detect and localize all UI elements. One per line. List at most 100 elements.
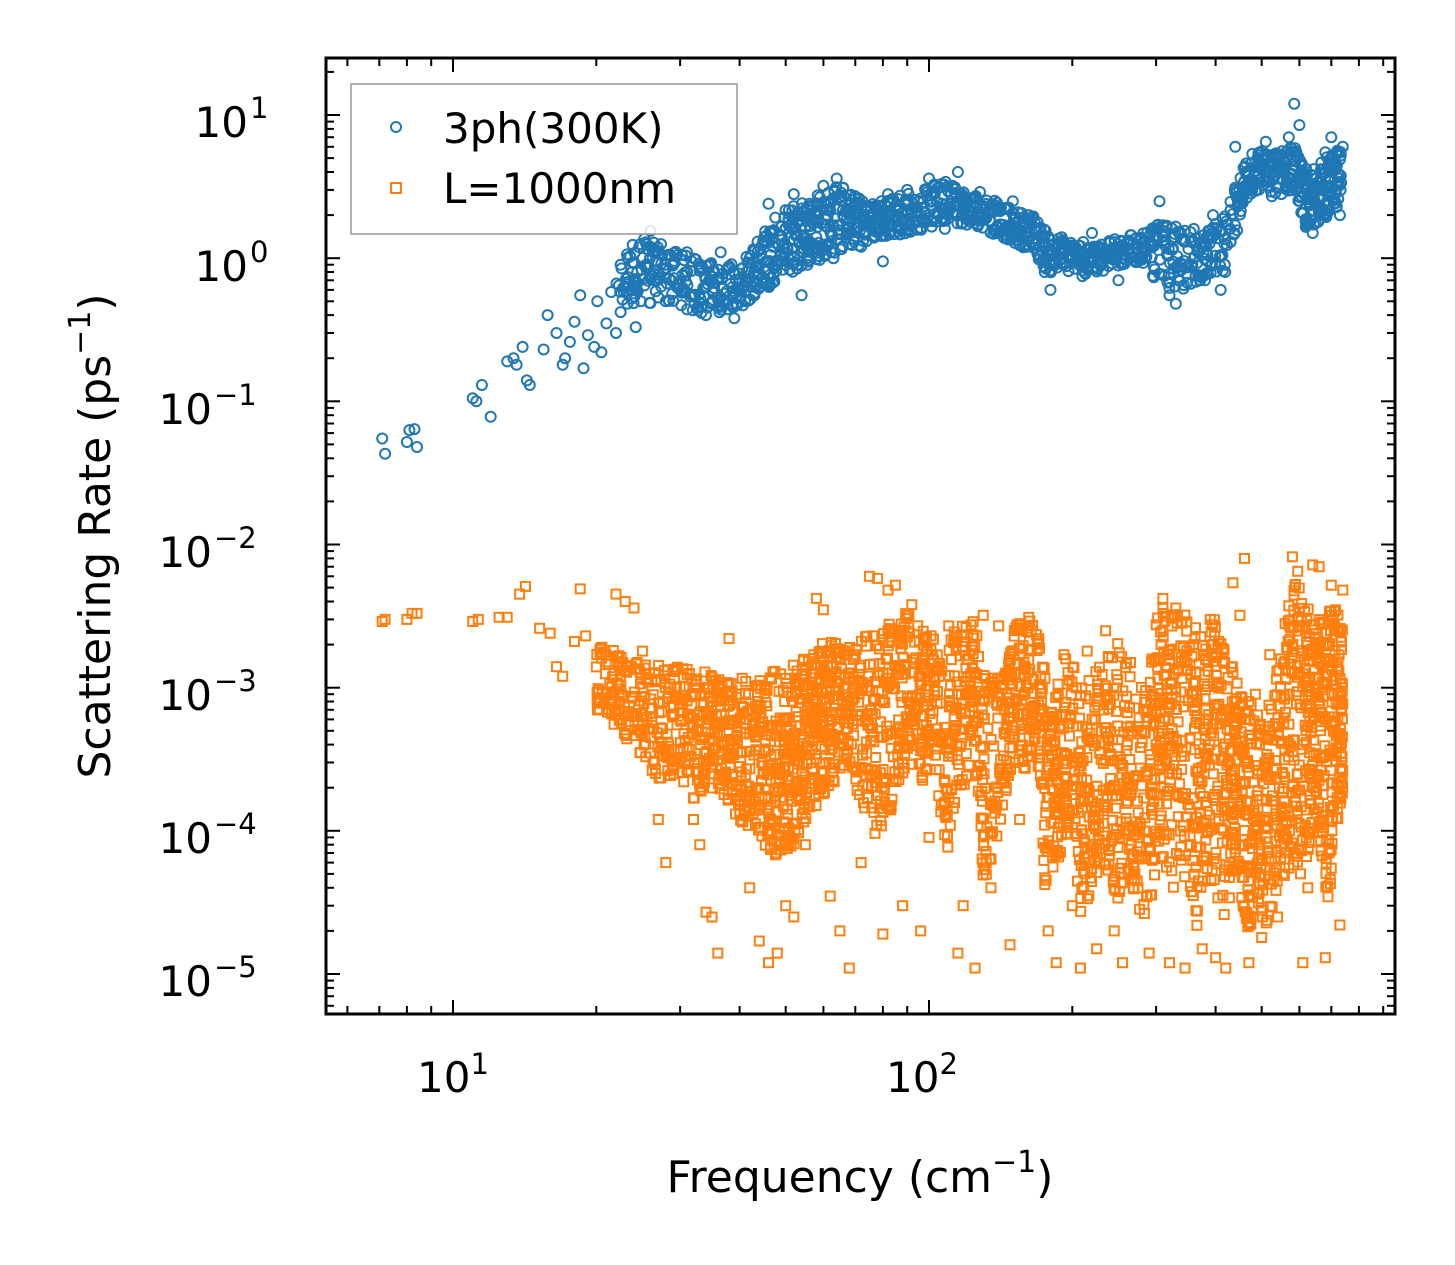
3ph-point-band xyxy=(1221,239,1233,252)
boundary-point-band xyxy=(859,715,871,727)
boundary-point-band xyxy=(965,619,977,631)
3ph-point xyxy=(581,329,594,342)
boundary-point-band xyxy=(781,803,793,815)
3ph-point xyxy=(1224,235,1237,248)
3ph-point xyxy=(1313,203,1326,216)
3ph-point xyxy=(1288,97,1301,110)
boundary-point-band xyxy=(940,783,952,795)
boundary-point-band xyxy=(740,687,752,699)
boundary-point-band xyxy=(653,772,665,784)
3ph-point xyxy=(1306,227,1319,239)
3ph-point-band xyxy=(899,227,911,240)
3ph-point xyxy=(810,231,823,244)
boundary-point-band xyxy=(929,749,941,761)
3ph-point-band xyxy=(885,220,898,233)
3ph-point-band xyxy=(1000,201,1013,214)
3ph-point xyxy=(556,358,569,371)
boundary-point-band xyxy=(988,740,1000,752)
boundary-point-band xyxy=(919,747,931,759)
3ph-point-band xyxy=(1273,148,1286,161)
boundary-point-band xyxy=(681,695,693,707)
3ph-point xyxy=(1169,297,1182,310)
3ph-point xyxy=(634,295,647,308)
boundary-point-band xyxy=(725,759,737,771)
boundary-point-band xyxy=(612,679,624,691)
3ph-point xyxy=(1095,258,1108,271)
boundary-point-band xyxy=(662,693,674,705)
boundary-point-band xyxy=(804,801,816,813)
boundary-point-band xyxy=(675,693,687,705)
3ph-point-band xyxy=(1226,207,1239,220)
3ph-point xyxy=(1275,188,1288,201)
3ph-point xyxy=(843,227,856,239)
boundary-point-band xyxy=(660,749,672,761)
3ph-point-band xyxy=(1147,260,1160,273)
3ph-point xyxy=(1020,212,1033,225)
3ph-point-band xyxy=(789,229,802,242)
boundary-point-band xyxy=(848,730,860,742)
boundary-point-band xyxy=(857,780,869,792)
boundary-point-band xyxy=(941,810,953,822)
3ph-point xyxy=(619,281,632,294)
boundary-point-band xyxy=(664,770,676,781)
3ph-point-band xyxy=(1163,281,1176,294)
3ph-point xyxy=(795,289,808,302)
3ph-point xyxy=(693,262,706,275)
3ph-point xyxy=(1179,258,1191,271)
3ph-point-band xyxy=(1319,180,1332,193)
boundary-point-band xyxy=(968,666,980,678)
3ph-point-band xyxy=(626,238,639,251)
3ph-point xyxy=(626,266,639,278)
boundary-point-band xyxy=(891,727,903,739)
3ph-point xyxy=(901,183,914,196)
boundary-point-band xyxy=(890,776,902,787)
boundary-point-band xyxy=(939,775,951,787)
boundary-point-band xyxy=(767,666,779,678)
3ph-point-band xyxy=(1007,207,1020,220)
3ph-point-band xyxy=(1185,236,1198,249)
boundary-point-band xyxy=(881,681,893,693)
3ph-point xyxy=(605,286,618,298)
boundary-point-band xyxy=(826,706,838,718)
boundary-point-band xyxy=(834,762,846,774)
3ph-point-band xyxy=(1305,214,1318,226)
boundary-point-band xyxy=(729,733,741,745)
boundary-point-band xyxy=(847,718,858,730)
boundary-point-band xyxy=(928,736,940,748)
3ph-point-band xyxy=(772,239,785,252)
3ph-point xyxy=(762,197,775,210)
3ph-point xyxy=(475,379,488,391)
boundary-point-band xyxy=(796,757,808,769)
3ph-point xyxy=(1259,135,1272,148)
3ph-point xyxy=(896,215,909,228)
3ph-point xyxy=(523,379,536,391)
3ph-point-band xyxy=(1209,249,1222,262)
boundary-point-band xyxy=(755,680,767,692)
boundary-point-band xyxy=(881,729,893,741)
3ph-point xyxy=(863,209,876,222)
3ph-point xyxy=(610,327,622,339)
3ph-point xyxy=(1156,219,1169,232)
3ph-point xyxy=(706,274,718,287)
3ph-point-band xyxy=(721,285,733,297)
3ph-point-band xyxy=(615,262,628,275)
boundary-point-band xyxy=(930,743,942,755)
boundary-point-band xyxy=(706,755,718,767)
3ph-point xyxy=(1282,131,1295,144)
3ph-point xyxy=(837,209,850,222)
3ph-point-band xyxy=(1256,162,1268,175)
boundary-point-band xyxy=(821,697,832,709)
boundary-point-band xyxy=(634,747,646,758)
3ph-point xyxy=(946,179,959,192)
3ph-point-band xyxy=(718,287,731,300)
boundary-point-band xyxy=(713,770,725,782)
3ph-point-band xyxy=(1300,193,1313,206)
boundary-point-band xyxy=(977,742,989,754)
boundary-point-band xyxy=(646,716,658,728)
boundary-point-band xyxy=(734,688,746,700)
boundary-point-band xyxy=(746,786,758,798)
3ph-point-band xyxy=(661,277,673,290)
boundary-point-band xyxy=(942,841,954,853)
boundary-point-band xyxy=(950,722,962,734)
